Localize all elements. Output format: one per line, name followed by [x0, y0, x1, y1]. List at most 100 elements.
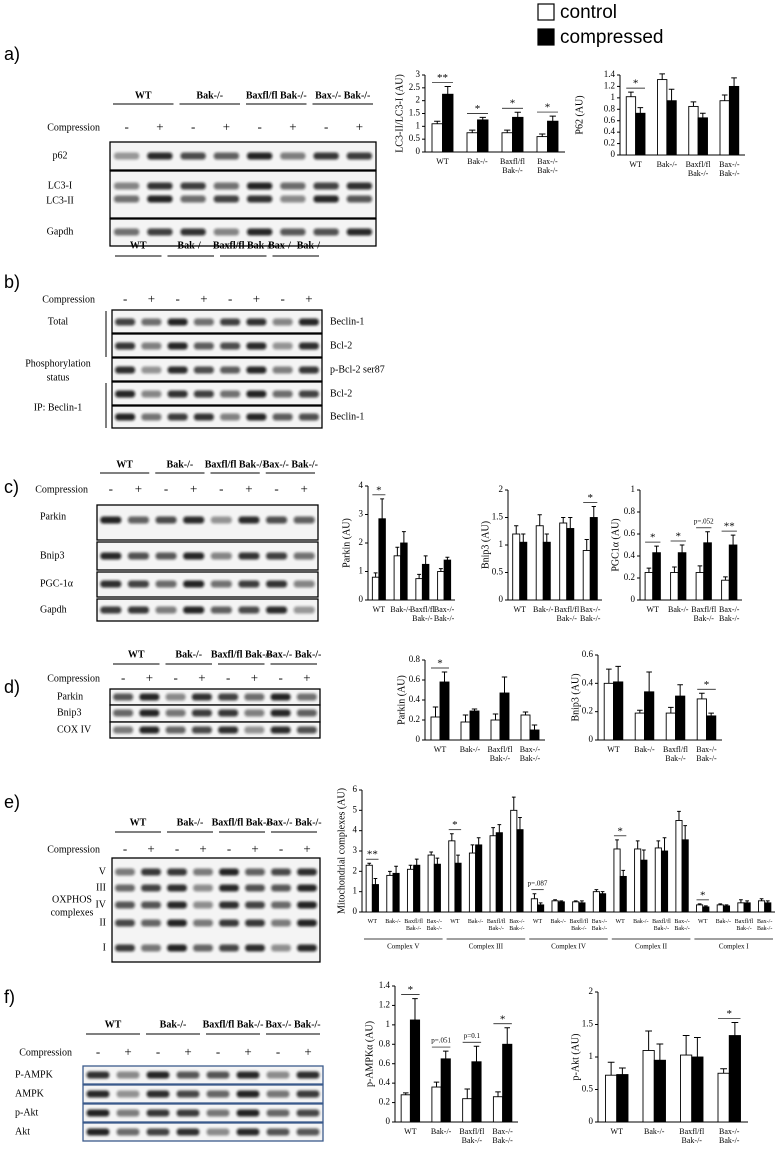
blot-band — [271, 919, 291, 927]
bar — [371, 576, 380, 601]
y-tick-label: 0.6 — [582, 649, 594, 659]
blot-band — [147, 195, 173, 203]
x-tick-label: WT — [611, 1127, 624, 1136]
blot-band — [246, 366, 267, 374]
significance-label: * — [727, 1008, 733, 1020]
blot-band — [246, 152, 273, 160]
error-bar — [537, 514, 542, 526]
significance-label: * — [704, 679, 710, 691]
blot-band — [266, 606, 288, 614]
group-header: Baxfl/fl Bak-/- — [246, 90, 307, 101]
lane-sign: + — [198, 670, 205, 685]
blot-band — [165, 726, 186, 734]
bar — [462, 1098, 473, 1123]
bar — [499, 692, 510, 741]
blot-band — [127, 552, 149, 560]
y-tick-label: 0 — [589, 734, 594, 744]
group-header: Bax-/- Bak-/- — [266, 817, 321, 828]
x-tick-label: Bax-/-Bak-/- — [520, 745, 541, 763]
error-bar — [646, 567, 652, 573]
error-bar — [637, 709, 643, 714]
error-bar — [621, 869, 626, 877]
blot-band — [167, 366, 188, 374]
y-axis-label: Mitochondrial complexes (AU) — [336, 788, 347, 914]
blot-band — [141, 944, 161, 952]
y-tick-label: 1.4 — [604, 69, 616, 79]
row-label: Parkin — [40, 511, 66, 522]
error-bar — [594, 889, 599, 892]
y-tick-label: 1.5 — [409, 108, 421, 118]
blot-frame — [82, 1084, 324, 1104]
blot-band — [266, 1090, 290, 1098]
blot-band — [272, 366, 293, 374]
x-tick-label: Baxfl/fl Bak-/- — [404, 918, 423, 932]
lane-sign: + — [148, 291, 155, 306]
y-tick-label: 4 — [359, 480, 364, 490]
blot-band — [141, 868, 161, 876]
error-bar — [690, 101, 697, 107]
blot-band — [213, 195, 240, 203]
significance-label: * — [617, 825, 623, 837]
y-tick-label: 1 — [589, 1051, 594, 1061]
y-tick-label: 0.2 — [409, 714, 420, 724]
lane-sign: + — [356, 119, 363, 134]
blot-band — [296, 1128, 320, 1136]
y-tick-label: 5 — [353, 804, 358, 814]
significance-label: * — [475, 103, 481, 115]
bar — [409, 1019, 421, 1123]
significance-label: p=.052 — [694, 517, 714, 525]
y-tick-label: 1 — [499, 539, 504, 549]
significance-label: * — [588, 492, 594, 504]
blot-band — [141, 342, 162, 350]
error-bar — [442, 1050, 449, 1059]
row-label: Akt — [15, 1126, 30, 1137]
blot-band — [246, 195, 273, 203]
x-tick-label: Bax-/-Bak-/- — [427, 919, 442, 932]
blot-frame — [111, 381, 323, 406]
error-bar — [380, 498, 385, 519]
lane-sign: - — [96, 1044, 100, 1059]
error-bar — [469, 129, 476, 133]
bar — [400, 1094, 411, 1123]
bar — [378, 518, 386, 601]
blot-band — [193, 342, 214, 350]
error-bar — [539, 133, 546, 137]
blot-band — [165, 709, 186, 717]
bar — [489, 835, 497, 913]
error-bar — [662, 837, 667, 851]
row-label: AMPK — [15, 1088, 45, 1099]
error-bar — [619, 1067, 626, 1075]
blot-band — [193, 413, 214, 421]
group-header: WT — [128, 649, 145, 660]
bar — [703, 542, 712, 601]
blot-band — [115, 413, 136, 421]
bar — [421, 563, 430, 601]
bar — [557, 901, 565, 913]
group-header: WT — [116, 459, 133, 470]
error-bar — [559, 900, 564, 902]
blot-band — [213, 152, 240, 160]
blot-band — [147, 228, 173, 236]
error-bar — [394, 865, 398, 874]
x-tick-label: Bax-/-Bak-/- — [580, 605, 601, 623]
group-label: Complex III — [469, 943, 504, 951]
y-tick-label: 0.8 — [604, 103, 616, 113]
x-tick-label: Bax-/-Bak-/- — [696, 745, 717, 763]
error-bar — [521, 533, 526, 543]
blot-band — [298, 342, 319, 350]
y-tick-label: 0 — [386, 1116, 391, 1126]
error-bar — [697, 903, 702, 905]
blot-band — [296, 693, 317, 701]
bar — [582, 550, 591, 601]
blot-band — [236, 1128, 260, 1136]
error-bar — [491, 827, 495, 836]
x-tick-label: WT — [404, 1127, 417, 1136]
bar — [431, 123, 443, 153]
bar — [654, 847, 662, 913]
error-bar — [553, 899, 557, 901]
blot-band — [219, 944, 239, 952]
bar — [469, 710, 480, 741]
blot-band — [245, 868, 265, 876]
lane-sign: + — [303, 670, 310, 685]
y-tick-label: 3 — [416, 69, 421, 79]
